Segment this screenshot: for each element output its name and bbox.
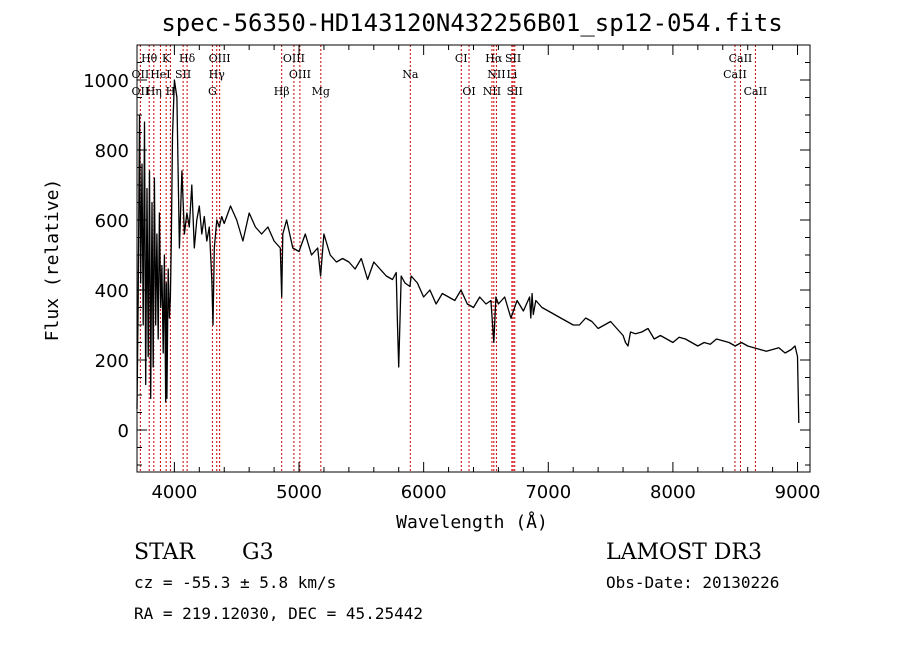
- line-label-2-1: Hη: [146, 85, 162, 98]
- line-label-0-4: OIII: [283, 52, 305, 65]
- line-label-2-7: NII: [483, 85, 501, 98]
- redshift-cz: cz = -55.3 ± 5.8 km/s: [134, 573, 336, 592]
- obs-date: Obs-Date: 20130226: [606, 573, 779, 592]
- line-label-0-1: K: [162, 52, 171, 65]
- x-axis-ticks: 4000 5000 6000 7000 8000 9000: [151, 45, 820, 503]
- x-tick-label-6000: 6000: [401, 482, 447, 503]
- line-label-1-8: CaII: [723, 68, 747, 81]
- object-subclass: G3: [242, 540, 274, 565]
- y-axis-ticks: 0 200 400 600 800 1000: [83, 44, 810, 466]
- x-tick-label-7000: 7000: [525, 482, 571, 503]
- line-label-1-0: OII: [132, 68, 150, 81]
- y-tick-label-0: 0: [118, 421, 129, 442]
- emission-line-markers: [139, 45, 756, 472]
- line-label-0-5: CI: [455, 52, 468, 65]
- chart-title: spec-56350-HD143120N432256B01_sp12-054.f…: [161, 9, 782, 37]
- line-label-2-4: Hβ: [274, 85, 290, 98]
- y-tick-label-1000: 1000: [83, 71, 129, 92]
- x-axis-label: Wavelength (Å): [396, 511, 548, 533]
- ra-dec: RA = 219.12030, DEC = 45.25442: [134, 604, 423, 623]
- line-label-2-3: G: [208, 85, 217, 98]
- line-label-2-2: H: [166, 85, 176, 98]
- line-label-0-7: SII: [505, 52, 521, 65]
- x-tick-label-8000: 8000: [650, 482, 696, 503]
- line-label-0-2: Hδ: [179, 52, 196, 65]
- y-tick-label-600: 600: [95, 211, 129, 232]
- line-label-1-5: Na: [402, 68, 419, 81]
- line-label-0-6: Hα: [485, 52, 503, 65]
- line-label-1-6: NII: [487, 68, 505, 81]
- y-tick-label-200: 200: [95, 351, 129, 372]
- line-label-2-5: Mg: [312, 85, 330, 98]
- y-axis-label: Flux (relative): [42, 179, 63, 342]
- line-label-1-2: SII: [175, 68, 191, 81]
- line-label-2-8: SII: [507, 85, 523, 98]
- line-label-0-3: OIII: [209, 52, 231, 65]
- x-tick-label-4000: 4000: [151, 482, 197, 503]
- survey-name: LAMOST DR3: [606, 540, 762, 565]
- line-label-0-0: Hθ: [141, 52, 158, 65]
- y-tick-label-400: 400: [95, 281, 129, 302]
- x-tick-label-5000: 5000: [276, 482, 322, 503]
- line-label-1-7: Li: [506, 68, 517, 81]
- line-label-1-3: Hγ: [209, 68, 226, 81]
- line-label-0-8: CaII: [729, 52, 753, 65]
- x-tick-label-9000: 9000: [775, 482, 821, 503]
- y-tick-label-800: 800: [95, 141, 129, 162]
- line-label-1-1: HeI: [150, 68, 170, 81]
- spectrum-series: [136, 79, 800, 424]
- plot-frame: [136, 44, 811, 473]
- line-label-2-6: OI: [462, 85, 475, 98]
- line-label-2-9: CaII: [744, 85, 768, 98]
- object-class: STAR: [134, 540, 196, 565]
- line-label-2-0: OII: [132, 85, 150, 98]
- line-label-1-4: OIII: [289, 68, 311, 81]
